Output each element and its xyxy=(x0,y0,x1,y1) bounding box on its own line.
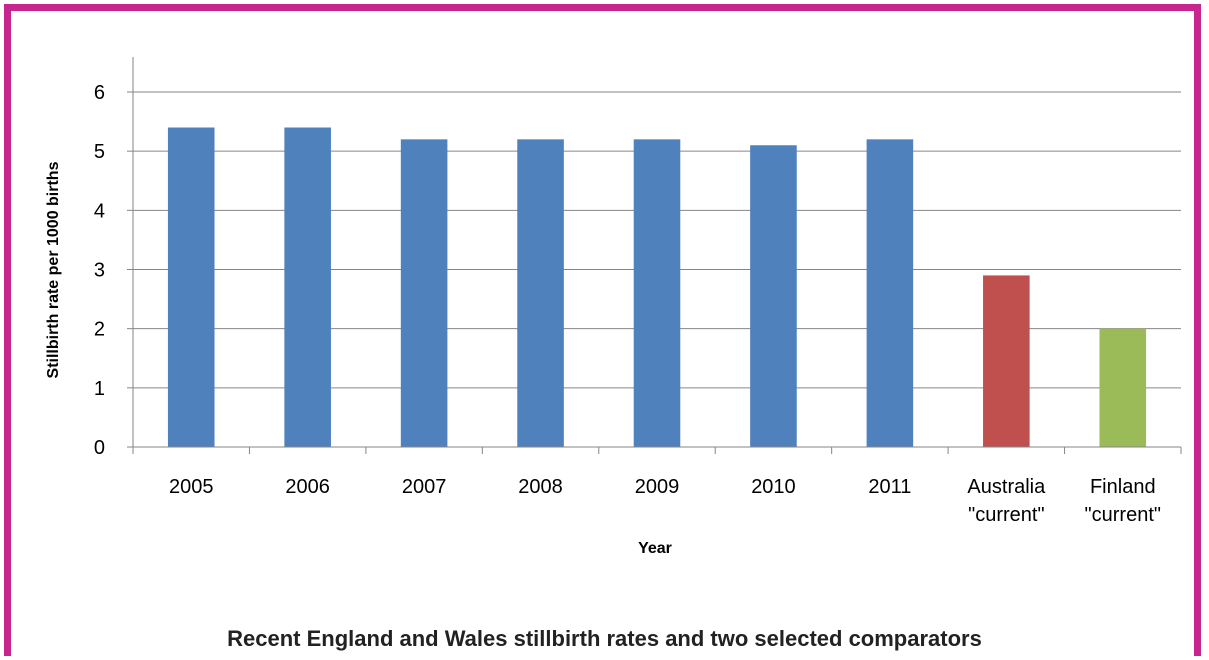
x-tick-label-8: Finland "current" xyxy=(1085,476,1161,526)
bar-5 xyxy=(750,145,797,447)
axes xyxy=(127,57,1182,454)
y-tick-label-3: 3 xyxy=(94,260,105,282)
x-tick-label-1: 2006 xyxy=(285,476,330,498)
chart-caption: Recent England and Wales stillbirth rate… xyxy=(227,626,982,651)
bars xyxy=(167,127,1147,448)
y-axis-title: Stillbirth rate per 1000 births xyxy=(45,161,62,378)
x-tick-label-3: 2008 xyxy=(518,476,563,498)
y-tick-label-4: 4 xyxy=(94,200,105,222)
y-tick-label-0: 0 xyxy=(94,437,105,459)
bar-4 xyxy=(633,139,681,448)
bar-8 xyxy=(1099,328,1147,447)
bar-7 xyxy=(983,275,1030,447)
y-tick-label-2: 2 xyxy=(94,319,105,341)
x-axis-title: Year xyxy=(638,540,672,557)
x-tick-label-7: Australia "current" xyxy=(967,476,1046,526)
x-tick-label-0: 2005 xyxy=(169,476,214,498)
y-tick-label-1: 1 xyxy=(94,378,105,400)
bar-2 xyxy=(400,139,448,448)
bar-0 xyxy=(167,127,215,447)
x-tick-label-5: 2010 xyxy=(751,476,796,498)
x-tick-label-4: 2009 xyxy=(635,476,680,498)
y-tick-label-5: 5 xyxy=(94,141,105,163)
x-tick-label-2: 2007 xyxy=(402,476,447,498)
x-tick-label-6: 2011 xyxy=(868,476,911,498)
bar-1 xyxy=(284,127,331,447)
x-tick-labels: 2005 2006 2007 2008 2009 2010 2011 Australia "cu… xyxy=(169,476,1161,526)
y-tick-label-6: 6 xyxy=(94,82,105,104)
bar-3 xyxy=(517,139,564,448)
bar-6 xyxy=(866,139,914,448)
y-tick-labels: 0 1 2 3 4 5 6 xyxy=(94,82,105,459)
